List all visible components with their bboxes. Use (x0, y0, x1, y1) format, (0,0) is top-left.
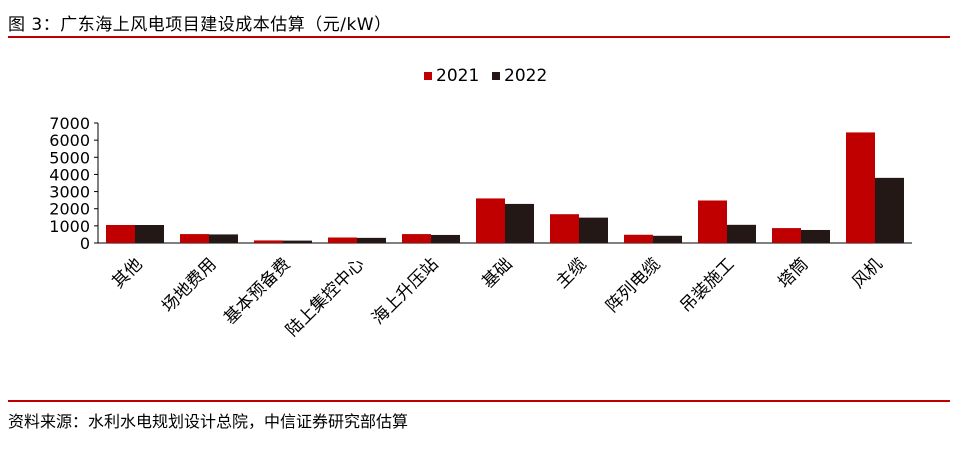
legend-swatch-2022 (492, 72, 500, 80)
bar-2022-8 (727, 224, 756, 243)
y-tick-label: 3000 (49, 183, 90, 202)
legend-label-2022: 2022 (504, 66, 547, 86)
bar-2022-7 (653, 235, 682, 243)
bar-2022-4 (431, 234, 460, 243)
y-tick-label: 2000 (49, 200, 90, 219)
bar-2021-7 (624, 234, 653, 243)
bar-2022-0 (135, 225, 164, 243)
category-label: 风机 (848, 254, 886, 292)
source-rule (8, 400, 950, 402)
bar-2022-2 (283, 240, 312, 243)
category-label: 阵列电缆 (602, 254, 664, 316)
category-label: 其他 (108, 254, 146, 292)
category-label: 基础 (478, 254, 516, 292)
category-label: 塔筒 (774, 254, 812, 292)
legend-label-2021: 2021 (436, 66, 479, 86)
y-tick-label: 6000 (49, 131, 90, 150)
bar-2021-10 (846, 132, 875, 243)
bar-2022-9 (801, 229, 830, 243)
category-label: 陆上集控中心 (282, 254, 368, 340)
bar-2021-2 (254, 240, 283, 243)
y-tick-label: 4000 (49, 165, 90, 184)
category-label: 海上升压站 (368, 254, 442, 328)
title-rule (8, 36, 950, 38)
y-tick-label: 7000 (49, 114, 90, 133)
legend-swatch-2021 (424, 72, 432, 80)
category-label: 场地费用 (158, 254, 220, 316)
bars (106, 132, 904, 243)
source-note: 资料来源：水利水电规划设计总院，中信证券研究部估算 (8, 412, 409, 431)
y-tick-label: 5000 (49, 148, 90, 167)
bar-2022-10 (875, 177, 904, 243)
bar-2021-3 (328, 237, 357, 243)
bar-2021-5 (476, 198, 505, 243)
y-tick-label: 0 (80, 234, 90, 253)
category-label: 主缆 (552, 254, 590, 292)
bar-2021-1 (180, 234, 209, 243)
bar-2021-4 (402, 234, 431, 243)
bar-2022-5 (505, 203, 534, 243)
bar-2021-6 (550, 214, 579, 243)
y-tick-label: 1000 (49, 217, 90, 236)
category-label: 吊装施工 (676, 254, 738, 316)
bar-2022-1 (209, 234, 238, 243)
figure-title: 图 3：广东海上风电项目建设成本估算（元/kW） (8, 15, 392, 35)
bar-2021-8 (698, 200, 727, 243)
bar-2021-0 (106, 225, 135, 243)
bar-2021-9 (772, 228, 801, 243)
bar-2022-6 (579, 217, 608, 243)
bar-2022-3 (357, 237, 386, 243)
category-label: 基本预备费 (220, 254, 294, 328)
legend: 2021 2022 (424, 66, 547, 86)
